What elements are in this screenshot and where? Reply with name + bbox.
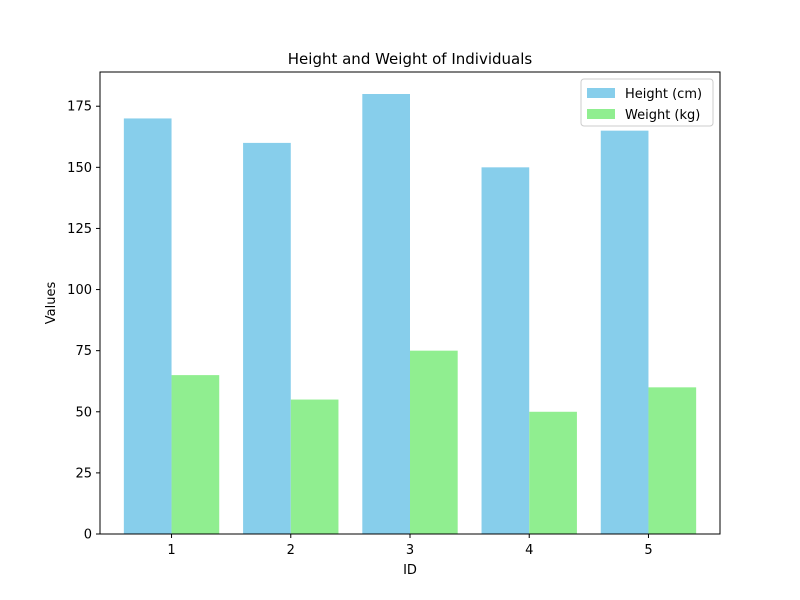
y-tick-label: 0	[84, 528, 92, 543]
bar-weight-3	[410, 350, 458, 534]
x-tick-label: 2	[287, 543, 295, 558]
legend: Height (cm) Weight (kg)	[580, 78, 714, 127]
y-axis-label: Values	[44, 282, 59, 325]
y-tick-label: 75	[75, 344, 92, 359]
x-axis-label: ID	[403, 563, 417, 578]
x-tick-label: 1	[167, 543, 175, 558]
bar-height-2	[243, 142, 291, 534]
bar-height-1	[123, 118, 172, 534]
x-tick-label: 4	[525, 543, 533, 558]
bars-group	[123, 94, 697, 535]
bar-height-3	[362, 94, 410, 534]
x-tick-label: 3	[406, 543, 414, 558]
legend-swatch-weight	[587, 109, 615, 119]
y-tick-label: 25	[75, 466, 92, 481]
bar-height-4	[481, 167, 530, 535]
chart-title: Height and Weight of Individuals	[288, 50, 533, 68]
y-tick-label: 50	[75, 405, 92, 420]
bar-weight-4	[529, 411, 577, 534]
y-tick-label: 150	[67, 161, 92, 176]
x-tick-label: 5	[644, 543, 652, 558]
bar-weight-2	[290, 399, 339, 534]
bar-weight-5	[648, 387, 697, 534]
y-tick-label: 100	[67, 283, 92, 298]
y-tick-label: 125	[67, 222, 92, 237]
legend-swatch-height	[587, 88, 615, 98]
y-tick-label: 175	[67, 100, 92, 115]
axes-group: 0 25 50 75 100 125 150 175 1 2 3 4 5	[67, 71, 721, 558]
bar-height-5	[600, 130, 649, 534]
legend-label-height: Height (cm)	[625, 87, 702, 102]
legend-label-weight: Weight (kg)	[625, 108, 700, 123]
bar-weight-1	[171, 375, 220, 534]
